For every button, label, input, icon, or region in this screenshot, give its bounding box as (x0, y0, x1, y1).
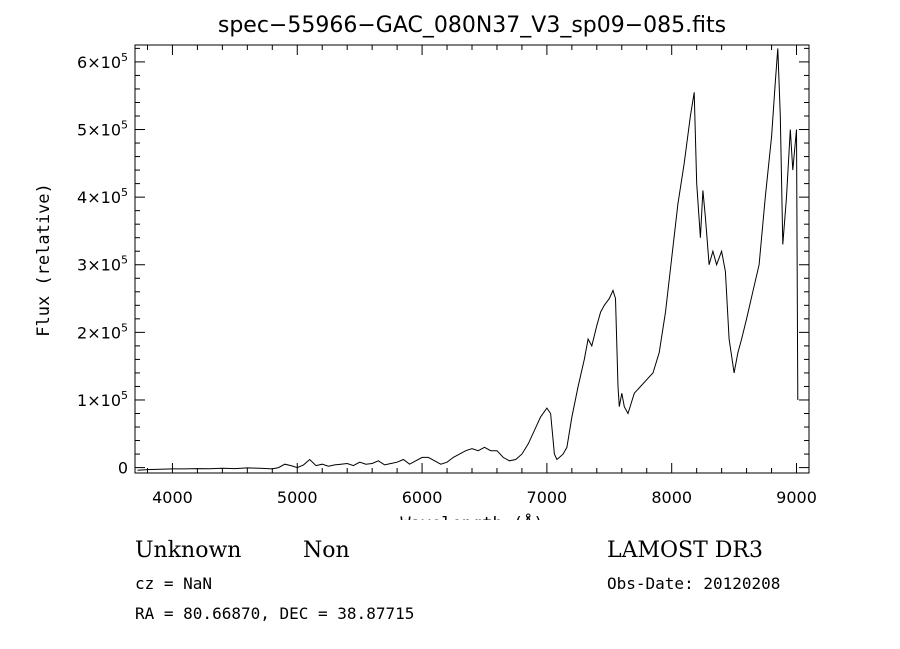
y-tick-label: 0 (118, 459, 128, 478)
y-tick-label: 2×105 (77, 321, 128, 342)
y-tick-labels: 0 1×105 2×105 3×105 4×105 5×105 6×105 (77, 51, 128, 478)
y-tick-label: 3×105 (77, 254, 128, 275)
spectrum-line (137, 48, 799, 471)
x-tick-label: 5000 (277, 488, 318, 507)
y-tick-label: 1×105 (77, 389, 128, 410)
y-axis-label: Flux (relative) (34, 183, 54, 337)
plot-frame (134, 44, 810, 474)
object-class: Unknown (135, 538, 242, 563)
x-tick-label: 9000 (776, 488, 817, 507)
y-tick-label: 4×105 (77, 186, 128, 207)
y-tick-label: 5×105 (77, 119, 128, 140)
observation-date: Obs-Date: 20120208 (607, 574, 781, 593)
x-tick-label: 6000 (402, 488, 443, 507)
x-tick-label: 4000 (152, 488, 193, 507)
axis-ticks (135, 45, 809, 473)
chart-title: spec−55966−GAC_080N37_V3_sp09−085.fits (218, 13, 726, 38)
x-tick-label: 8000 (651, 488, 692, 507)
x-tick-label: 7000 (527, 488, 568, 507)
coordinates: RA = 80.66870, DEC = 38.87715 (135, 604, 415, 623)
object-subclass: Non (303, 538, 350, 563)
redshift-cz: cz = NaN (135, 574, 213, 593)
spectrum-chart: spec−55966−GAC_080N37_V3_sp09−085.fits 4… (34, 13, 817, 520)
x-axis-label: Wavelength (Å) (400, 512, 543, 520)
survey-name: LAMOST DR3 (607, 538, 763, 563)
x-tick-labels: 4000 5000 6000 7000 8000 9000 (152, 488, 817, 507)
y-tick-label: 6×105 (77, 51, 128, 72)
